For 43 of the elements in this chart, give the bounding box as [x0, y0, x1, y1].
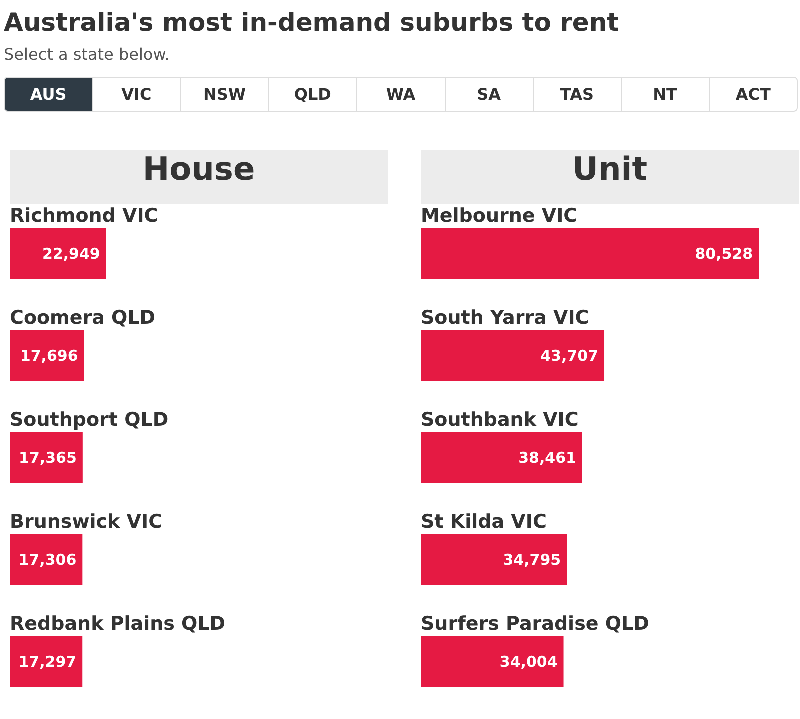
bar [421, 432, 582, 484]
state-tab: QLD [268, 78, 356, 111]
state-tab: WA [356, 78, 445, 111]
chart-title: Unit [572, 150, 648, 188]
data-label: 34,795 [503, 551, 562, 569]
y-tick-label: Southport QLD [10, 409, 169, 431]
y-tick-label: South Yarra VIC [421, 307, 590, 329]
bar [421, 636, 564, 688]
state-tab: AUS [5, 78, 92, 111]
state-tab: TAS [532, 78, 621, 111]
y-tick-label: Brunswick VIC [10, 511, 163, 533]
y-tick-label: St Kilda VIC [421, 511, 547, 533]
text: Australia's most in-demand suburbs to rent [4, 8, 620, 37]
data-label: 22,949 [42, 245, 100, 263]
state-tab: SA [444, 78, 533, 111]
bar [10, 534, 83, 586]
y-tick-label: Southbank VIC [421, 409, 579, 431]
y-tick-label: Melbourne VIC [421, 205, 578, 227]
data-label: 43,707 [540, 347, 599, 365]
data-label: 34,004 [500, 653, 558, 671]
bar [421, 228, 760, 280]
data-label: 17,696 [20, 347, 78, 365]
state-tab: ACT [708, 78, 797, 111]
text: House [142, 150, 256, 188]
bar [10, 636, 83, 688]
data-label: 17,306 [18, 551, 77, 569]
text: Select a state below. [4, 45, 171, 64]
bar [421, 330, 605, 382]
y-tick-label: Coomera QLD [10, 307, 156, 329]
state-tab: NT [620, 78, 709, 111]
bar [10, 228, 106, 280]
bar [421, 534, 568, 586]
y-tick-label: Surfers Paradise QLD [421, 613, 650, 635]
y-tick-label: Redbank Plains QLD [10, 613, 226, 635]
data-label: 80,528 [695, 245, 754, 263]
state-tab: VIC [92, 78, 180, 111]
bar [10, 330, 84, 382]
bar [10, 432, 83, 484]
data-label: 17,365 [19, 449, 77, 467]
data-label: 17,297 [18, 653, 77, 671]
y-tick-label: Richmond VIC [10, 205, 158, 227]
data-label: 38,461 [518, 449, 576, 467]
state-tab: NSW [180, 78, 268, 111]
